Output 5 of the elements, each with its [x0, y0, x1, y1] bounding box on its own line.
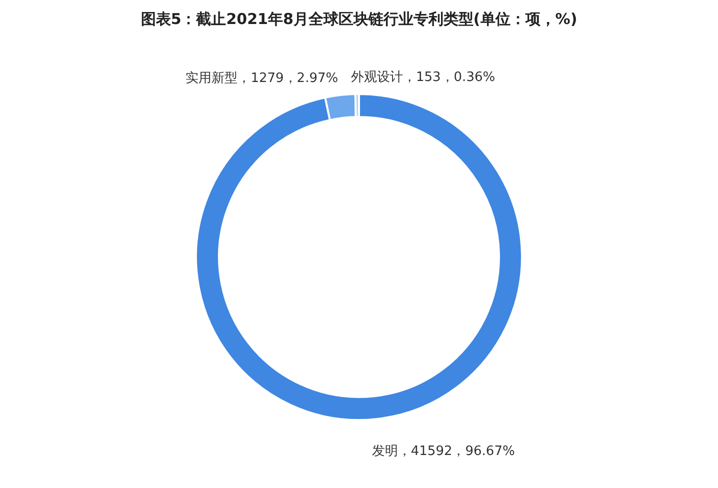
slice-label: 发明，41592，96.67% [372, 444, 515, 460]
chart-title: 图表5：截止2021年8月全球区块链行业专利类型(单位：项，%) [140, 10, 578, 28]
donut-slice [195, 93, 523, 421]
slice-label: 实用新型，1279，2.97% [186, 71, 338, 86]
slice-label: 外观设计，153，0.36% [350, 70, 496, 86]
